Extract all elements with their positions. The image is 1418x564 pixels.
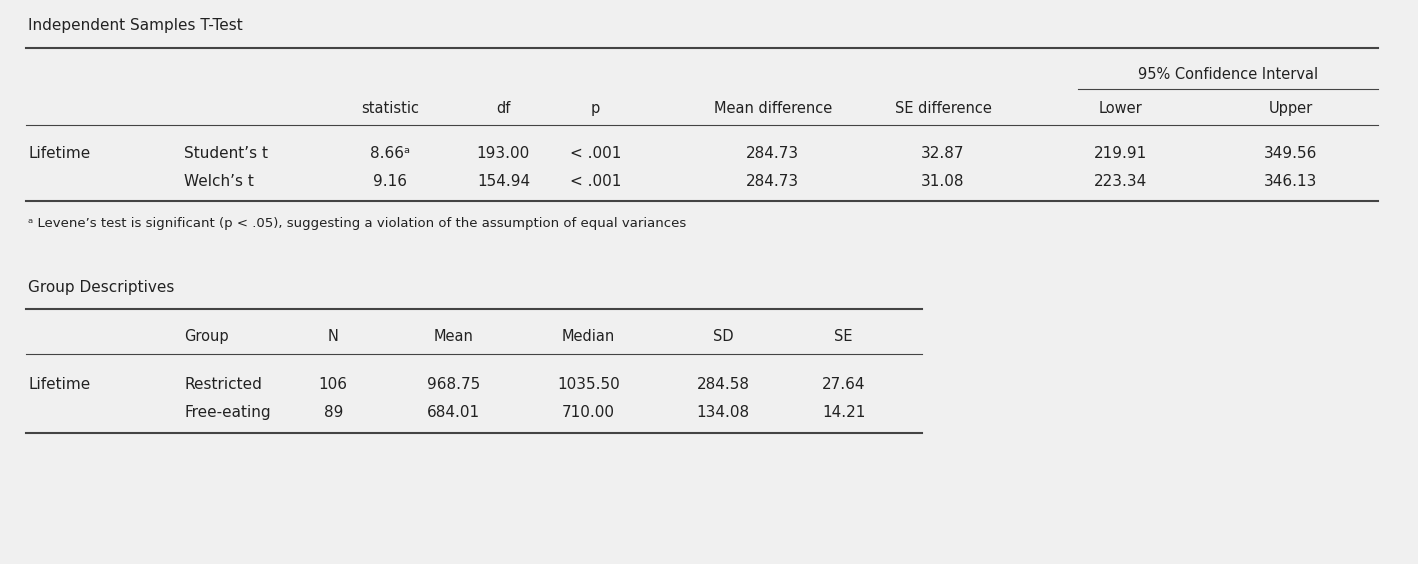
Text: Free-eating: Free-eating	[184, 406, 271, 420]
Text: 710.00: 710.00	[562, 406, 615, 420]
Text: 32.87: 32.87	[922, 146, 964, 161]
Text: Group: Group	[184, 329, 228, 344]
Text: ᵃ Levene’s test is significant (p < .05), suggesting a violation of the assumpti: ᵃ Levene’s test is significant (p < .05)…	[28, 217, 686, 231]
Text: 223.34: 223.34	[1093, 174, 1147, 189]
Text: 89: 89	[323, 406, 343, 420]
Text: 684.01: 684.01	[427, 406, 481, 420]
Text: Independent Samples T-Test: Independent Samples T-Test	[28, 18, 242, 33]
Text: 106: 106	[319, 377, 347, 392]
Text: 219.91: 219.91	[1093, 146, 1147, 161]
Text: 134.08: 134.08	[696, 406, 750, 420]
Text: Upper: Upper	[1268, 101, 1313, 116]
Text: Student’s t: Student’s t	[184, 146, 268, 161]
Text: Median: Median	[562, 329, 615, 344]
Text: 346.13: 346.13	[1263, 174, 1317, 189]
Text: 968.75: 968.75	[427, 377, 481, 392]
Text: statistic: statistic	[362, 101, 418, 116]
Text: Welch’s t: Welch’s t	[184, 174, 254, 189]
Text: 193.00: 193.00	[476, 146, 530, 161]
Text: 284.73: 284.73	[746, 174, 800, 189]
Text: Group Descriptives: Group Descriptives	[28, 280, 174, 295]
Text: 154.94: 154.94	[476, 174, 530, 189]
Text: 14.21: 14.21	[822, 406, 865, 420]
Text: 1035.50: 1035.50	[557, 377, 620, 392]
Text: 9.16: 9.16	[373, 174, 407, 189]
Text: N: N	[328, 329, 339, 344]
Text: 31.08: 31.08	[922, 174, 964, 189]
Text: df: df	[496, 101, 510, 116]
Text: SD: SD	[713, 329, 733, 344]
Text: 284.58: 284.58	[696, 377, 750, 392]
Text: p: p	[591, 101, 600, 116]
Text: SE difference: SE difference	[895, 101, 991, 116]
Text: < .001: < .001	[570, 146, 621, 161]
Text: 8.66ᵃ: 8.66ᵃ	[370, 146, 410, 161]
Text: Restricted: Restricted	[184, 377, 262, 392]
Text: Lifetime: Lifetime	[28, 377, 91, 392]
Text: 284.73: 284.73	[746, 146, 800, 161]
Text: Lower: Lower	[1099, 101, 1141, 116]
Text: Mean: Mean	[434, 329, 474, 344]
Text: SE: SE	[834, 329, 854, 344]
Text: 349.56: 349.56	[1263, 146, 1317, 161]
Text: 95% Confidence Interval: 95% Confidence Interval	[1137, 67, 1319, 82]
Text: Lifetime: Lifetime	[28, 146, 91, 161]
Text: < .001: < .001	[570, 174, 621, 189]
Text: 27.64: 27.64	[822, 377, 865, 392]
Text: Mean difference: Mean difference	[713, 101, 832, 116]
